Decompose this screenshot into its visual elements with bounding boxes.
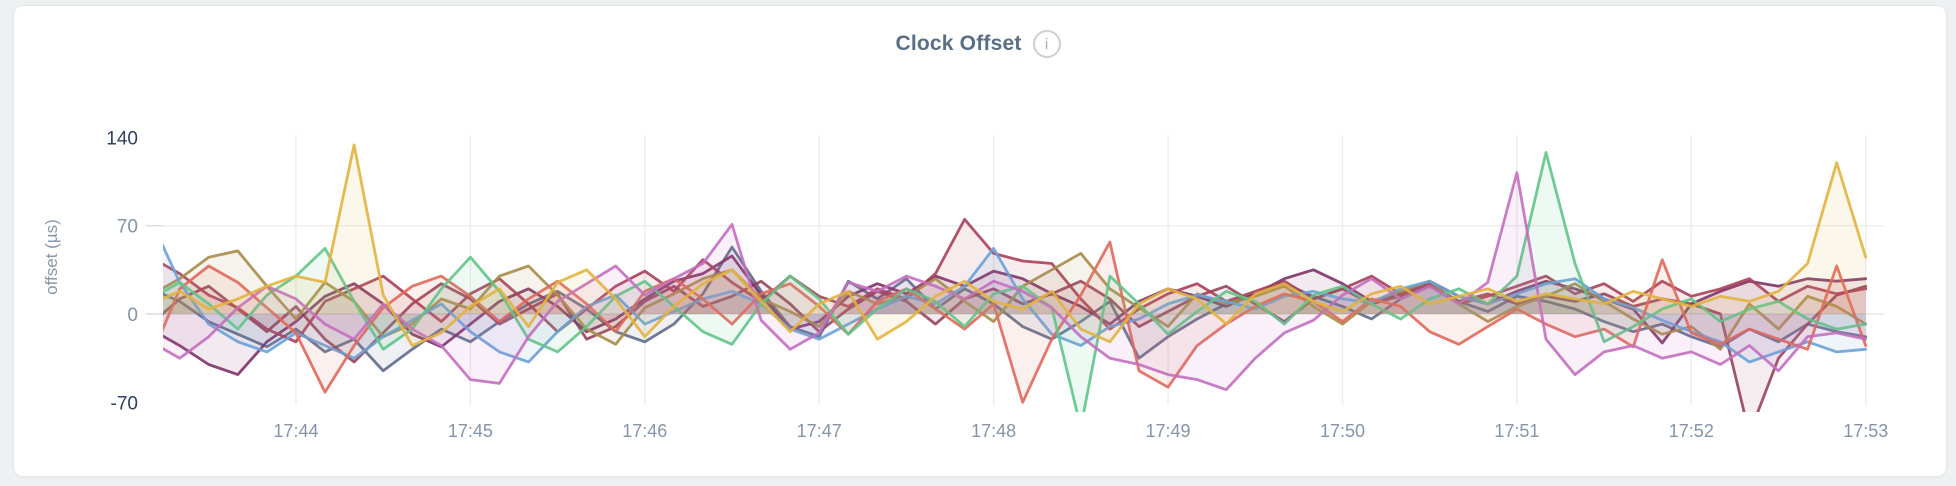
series-gold-line [163, 143, 1868, 347]
x-tick-label: 17:45 [448, 421, 493, 441]
series-green-line [163, 151, 1868, 412]
y-axis-title: offset (µs) [42, 219, 61, 295]
y-tick-label: 140 [106, 128, 138, 149]
chart-title: Clock Offset [895, 32, 1022, 55]
series-slate-fill [163, 247, 1866, 371]
x-tick-label: 17:44 [273, 421, 318, 441]
series-orchid-line [163, 171, 1868, 392]
y-tick-label: 70 [117, 217, 138, 238]
x-tick-label: 17:53 [1843, 421, 1888, 441]
series-layer [163, 143, 1868, 412]
series-gold-fill [163, 144, 1866, 346]
y-tick-label: -70 [111, 393, 138, 414]
y-tick-label: 0 [127, 305, 138, 326]
series-slate-line [163, 245, 1868, 373]
series-maroon-line [163, 217, 1868, 344]
series-plum-fill [163, 255, 1866, 375]
series-maroon-fill [163, 219, 1866, 342]
series-blue-line [163, 242, 1868, 364]
x-tick-label: 17:52 [1669, 421, 1714, 441]
x-tick-label: 17:49 [1146, 421, 1191, 441]
x-tick-label: 17:47 [797, 421, 842, 441]
series-salmon-fill [163, 242, 1866, 403]
axis-labels: 17:44 17:45 17:46 17:47 17:48 17:49 17:50 17:51… [42, 128, 1888, 441]
x-tick-label: 17:51 [1494, 421, 1539, 441]
series-salmon-line [163, 240, 1868, 404]
clock-offset-card [13, 5, 1947, 477]
series-green-fill [163, 152, 1866, 412]
x-tick-label: 17:48 [971, 421, 1016, 441]
chart-header: Clock Offset i [0, 30, 1956, 58]
x-tick-label: 17:50 [1320, 421, 1365, 441]
series-wine-fill [163, 281, 1866, 412]
series-blue-fill [163, 246, 1866, 362]
x-tick-label: 17:46 [622, 421, 667, 441]
series-orchid-fill [163, 172, 1866, 390]
info-icon[interactable]: i [1032, 30, 1061, 58]
